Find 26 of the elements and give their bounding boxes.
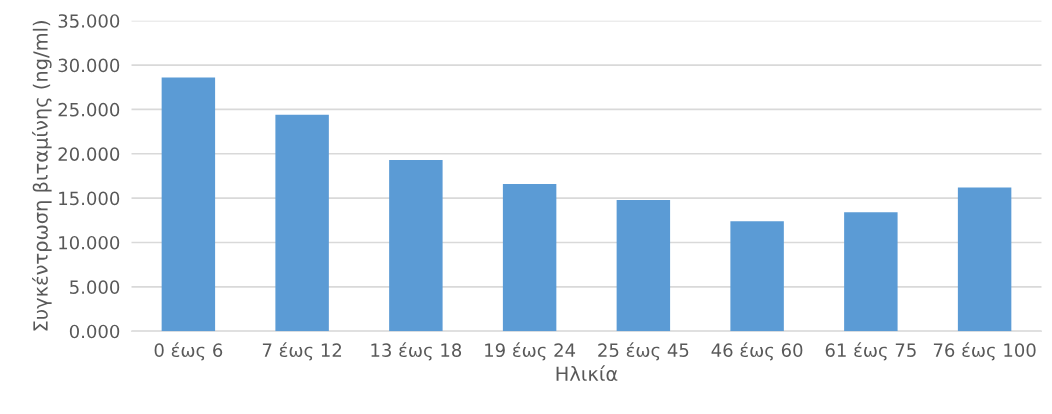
- y-tick-label: 35.000: [58, 14, 120, 28]
- bar: [616, 199, 671, 332]
- y-tick-label: 5.000: [70, 280, 120, 294]
- y-tick-label: 10.000: [59, 235, 120, 250]
- x-tick-label: 7 έως 12: [262, 342, 342, 361]
- x-tick-label: 61 έως 75: [825, 342, 916, 361]
- bar: [275, 114, 329, 332]
- y-tick-label: 30.000: [58, 58, 120, 73]
- x-tick-label: 76 έως 100: [933, 342, 1036, 361]
- x-tick-label: 46 έως 60: [711, 342, 803, 361]
- bar: [502, 183, 557, 332]
- x-tick-label: 13 έως 18: [371, 342, 462, 361]
- y-tick-label: 0.000: [69, 324, 120, 339]
- y-axis-title: Συγκέντρωση βιταμίνης (ng/ml): [32, 21, 52, 331]
- x-tick-label: 25 έως 45: [598, 342, 689, 361]
- y-tick-label: 15.000: [59, 191, 120, 206]
- x-tick-label: 0 έως 6: [154, 342, 223, 361]
- bar: [957, 187, 1012, 332]
- y-tick-label: 25.000: [58, 102, 120, 117]
- x-tick-label: 19 έως 24: [485, 342, 576, 361]
- bar: [389, 159, 443, 332]
- bar: [844, 212, 898, 332]
- y-tick-label: 20.000: [58, 147, 120, 161]
- bar: [730, 221, 784, 332]
- bar: [161, 77, 216, 332]
- x-axis-title: Ηλικία: [556, 365, 618, 382]
